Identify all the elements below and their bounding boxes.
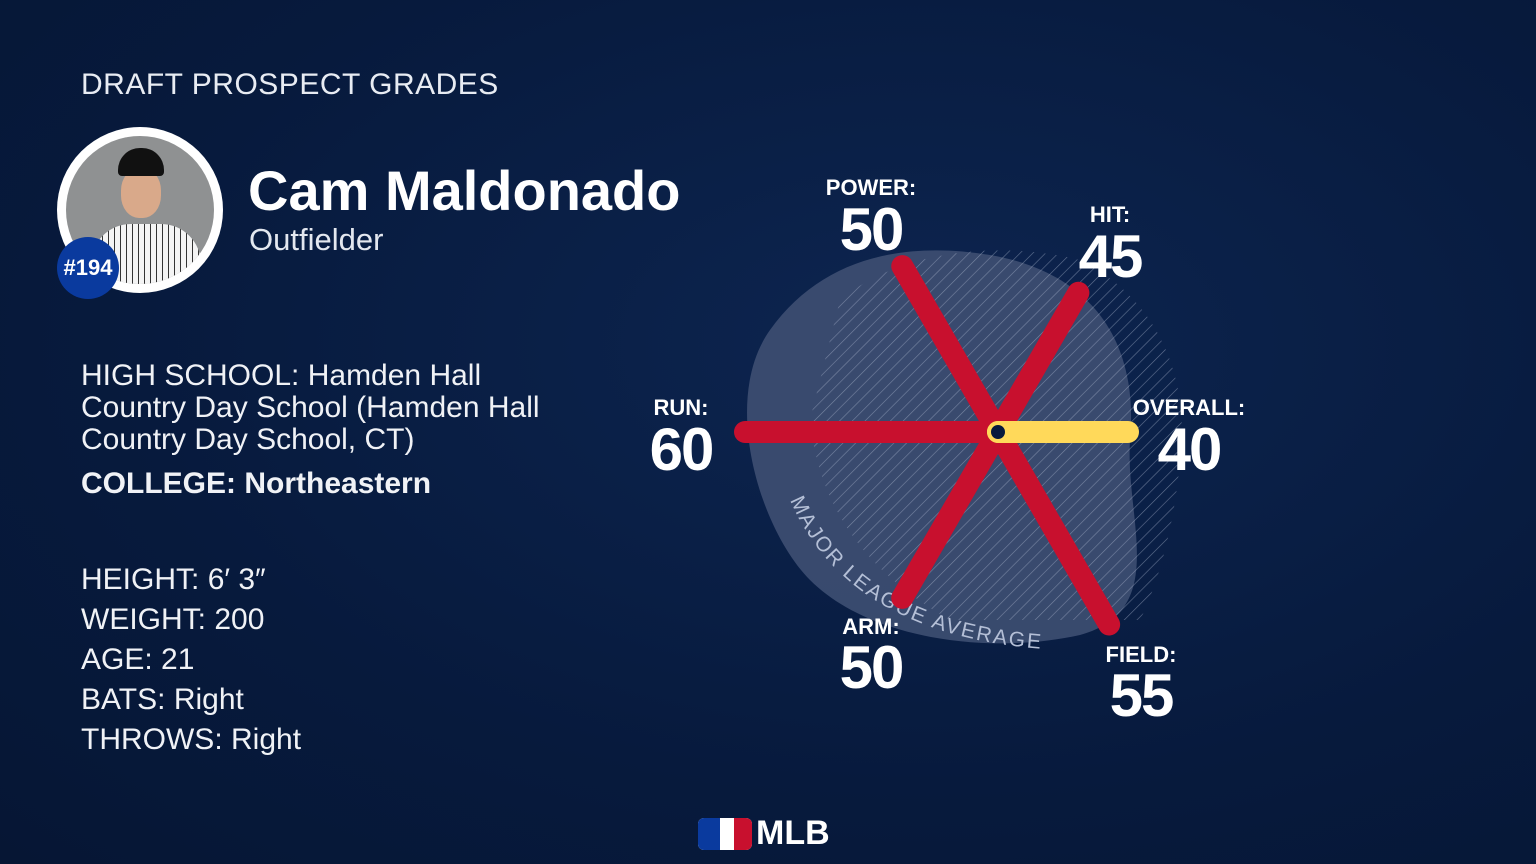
mlb-logo: MLB bbox=[698, 814, 830, 853]
high-school: HIGH SCHOOL: Hamden Hall Country Day Sch… bbox=[81, 359, 540, 456]
label-overall: OVERALL: bbox=[1133, 395, 1245, 420]
value-arm: 50 bbox=[840, 634, 903, 701]
player-position: Outfielder bbox=[249, 222, 384, 257]
spoke-arm bbox=[891, 421, 1009, 609]
label-field: FIELD: bbox=[1106, 642, 1177, 667]
label-hit: HIT: bbox=[1090, 202, 1130, 227]
height: HEIGHT: 6′ 3″ bbox=[81, 563, 266, 596]
age: AGE: 21 bbox=[81, 643, 195, 676]
label-power: POWER: bbox=[826, 175, 916, 200]
spoke-hit bbox=[987, 281, 1090, 443]
page-title: DRAFT PROSPECT GRADES bbox=[81, 68, 499, 101]
value-overall: 40 bbox=[1158, 416, 1221, 483]
value-hit: 45 bbox=[1079, 223, 1142, 290]
player-name: Cam Maldonado bbox=[248, 159, 681, 222]
spoke-power bbox=[891, 255, 1009, 443]
throws: THROWS: Right bbox=[81, 723, 302, 756]
center-dot bbox=[987, 421, 1009, 443]
label-arm: ARM: bbox=[842, 614, 899, 639]
vitals: HEIGHT: 6′ 3″ WEIGHT: 200 AGE: 21 BATS: … bbox=[81, 560, 561, 760]
value-power: 50 bbox=[840, 196, 903, 263]
mlb-logo-icon bbox=[698, 817, 752, 850]
label-run: RUN: bbox=[654, 395, 709, 420]
value-field: 55 bbox=[1110, 662, 1173, 729]
bats: BATS: Right bbox=[81, 683, 244, 716]
avatar bbox=[57, 127, 223, 293]
college: COLLEGE: Northeastern bbox=[81, 467, 432, 500]
player-photo bbox=[66, 136, 214, 284]
spoke-field bbox=[987, 421, 1121, 636]
value-run: 60 bbox=[650, 416, 713, 483]
weight: WEIGHT: 200 bbox=[81, 603, 265, 636]
rank-badge: #194 bbox=[57, 237, 119, 299]
